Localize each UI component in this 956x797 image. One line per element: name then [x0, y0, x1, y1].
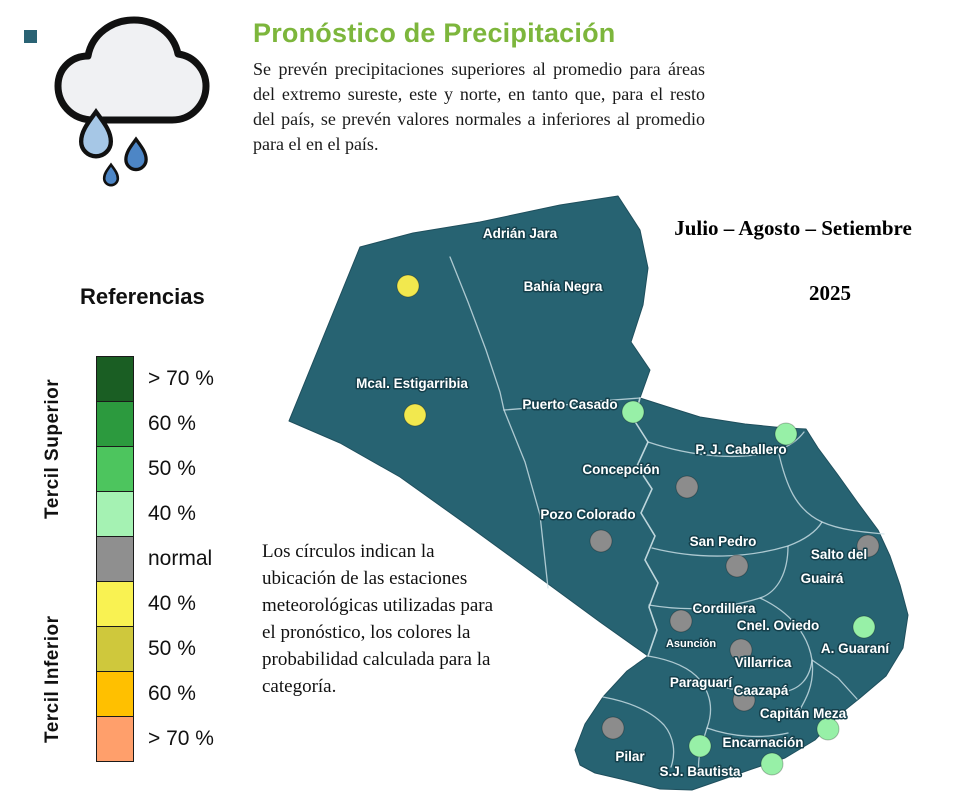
map-label: Bahía Negra: [524, 279, 603, 294]
legend-rows: > 70 % 60 % 50 % 40 % normal 40 % 50 % 60 % > 70…: [96, 356, 214, 762]
map-label: Puerto Casado: [522, 397, 617, 412]
map-label: P. J. Caballero: [695, 442, 786, 457]
forecast-period-year: 2025: [809, 281, 851, 305]
station-circle: [403, 403, 427, 427]
map-label: Paraguarí: [670, 675, 734, 690]
legend-label: 50 %: [148, 457, 196, 480]
legend-row: 50 %: [96, 626, 214, 672]
stations-layer: [396, 274, 880, 776]
rain-cloud-svg: [54, 16, 210, 187]
map-label: Guairá: [801, 571, 844, 586]
raindrop-small-icon: [102, 162, 120, 187]
station-circle: [732, 688, 756, 712]
legend-label: 40 %: [148, 592, 196, 615]
station-circle: [669, 609, 693, 633]
station-circle: [856, 534, 880, 558]
legend-label: 60 %: [148, 412, 196, 435]
map-label: Pozo Colorado: [540, 507, 635, 522]
legend-swatch-tercil-inferior: [96, 626, 134, 672]
forecast-period-months: Julio – Agosto – Setiembre: [674, 216, 912, 240]
station-circle: [852, 615, 876, 639]
station-circle: [725, 554, 749, 578]
map-label: Cnel. Oviedo: [737, 618, 820, 633]
cloud-shape: [54, 16, 210, 124]
station-circle: [760, 752, 784, 776]
map-label: A. Guaraní: [821, 641, 891, 656]
stations-note: Los círculos indican la ubicación de las…: [262, 541, 494, 697]
station-circle: [589, 529, 613, 553]
decorative-square: [24, 30, 37, 43]
legend-row: 40 %: [96, 491, 214, 537]
department-borders: [449, 256, 885, 773]
legend-swatch-normal: [96, 536, 134, 582]
map-label: S.J. Bautista: [659, 764, 741, 779]
legend-label: normal: [148, 547, 213, 570]
legend-swatch-tercil-superior: [96, 491, 134, 537]
legend-row: > 70 %: [96, 716, 214, 762]
legend-label: 50 %: [148, 637, 196, 660]
raindrop-medium-icon: [124, 136, 148, 172]
map-label: Salto del: [811, 547, 867, 562]
page-title: Pronóstico de Precipitación: [253, 18, 616, 48]
legend-label: 60 %: [148, 682, 196, 705]
map-label: Adrián Jara: [483, 226, 558, 241]
legend-row: > 70 %: [96, 356, 214, 402]
country-outline: [288, 195, 909, 791]
rain-cloud-icon: [22, 2, 222, 197]
station-circle: [396, 274, 420, 298]
station-circle: [688, 734, 712, 758]
map-label: San Pedro: [690, 534, 757, 549]
map-label: Encarnación: [722, 735, 803, 750]
map-labels-layer: Adrián Jara Bahía Negra Mcal. Estigarribia…: [355, 225, 892, 781]
station-circle: [601, 716, 625, 740]
map-label: Capitán Meza: [760, 706, 847, 721]
legend-label: 40 %: [148, 502, 196, 525]
legend-label: > 70 %: [148, 367, 214, 390]
station-circle: [816, 717, 840, 741]
map-label: Caazapá: [734, 683, 789, 698]
station-circle: [774, 422, 798, 446]
legend-swatch-tercil-inferior: [96, 716, 134, 762]
map-label: Pilar: [615, 749, 645, 764]
map-label: Concepción: [582, 462, 659, 477]
forecast-description: Se prevén precipitaciones superiores al …: [253, 59, 705, 154]
map-label: Mcal. Estigarribia: [356, 376, 468, 391]
station-circle: [675, 475, 699, 499]
paraguay-river-line: [633, 397, 659, 657]
map-label: Asunción: [666, 638, 716, 650]
map-label: Cordillera: [692, 601, 756, 616]
raindrop-large-icon: [78, 108, 114, 159]
station-circle: [621, 400, 645, 424]
station-circle: [729, 638, 753, 662]
legend-label: > 70 %: [148, 727, 214, 750]
map-label: Villarrica: [735, 655, 792, 670]
legend-title: Referencias: [80, 284, 205, 309]
legend-row: normal: [96, 536, 214, 582]
